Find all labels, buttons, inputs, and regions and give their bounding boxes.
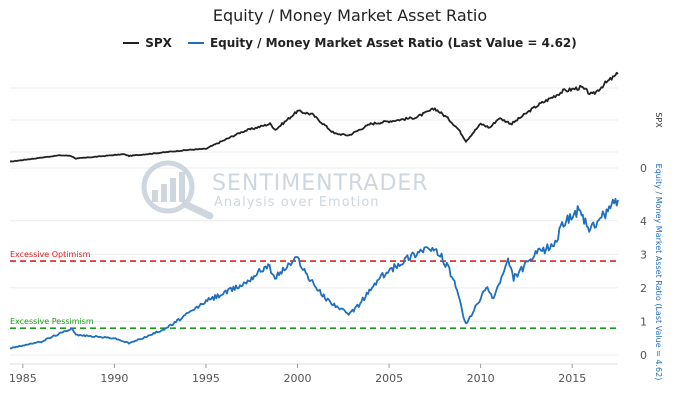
y-axis-title-lower: Equity / Money Market Asset Ratio (Last … <box>654 164 663 381</box>
x-tick-label: 1990 <box>100 372 128 385</box>
y-tick-label-lower: 0 <box>640 349 647 362</box>
grid <box>10 87 618 356</box>
x-tick-label: 2005 <box>375 372 403 385</box>
reference-label-0: Excessive Optimism <box>10 250 91 259</box>
series-lines <box>9 71 619 350</box>
reference-lines: Excessive Optimism Excessive Pessimism <box>10 250 618 329</box>
x-tick-label: 1995 <box>192 372 220 385</box>
chart-title: Equity / Money Market Asset Ratio <box>212 6 488 25</box>
y-tick-label-lower: 1 <box>640 315 647 328</box>
reference-label-1: Excessive Pessimism <box>10 317 94 326</box>
watermark-tagline: Analysis over Emotion <box>214 195 380 210</box>
x-axis: 1985 1990 1995 2000 2005 2010 2015 <box>9 363 618 385</box>
series-line-ratio <box>9 198 619 350</box>
x-tick-label: 2010 <box>467 372 495 385</box>
y-tick-label-upper: 0 <box>640 162 647 175</box>
legend[interactable]: SPX Equity / Money Market Asset Ratio (L… <box>0 36 700 50</box>
watermark-logo-icon <box>141 160 214 220</box>
legend-item-ratio[interactable]: Equity / Money Market Asset Ratio (Last … <box>187 36 577 50</box>
legend-item-spx[interactable]: SPX <box>123 36 172 50</box>
legend-swatch-ratio <box>187 42 204 44</box>
legend-swatch-spx <box>123 42 140 44</box>
x-tick-label: 1985 <box>9 372 37 385</box>
x-tick-label: 2000 <box>284 372 312 385</box>
series-line-spx <box>9 71 619 163</box>
y-tick-label-lower: 3 <box>640 248 647 261</box>
x-tick-label: 2015 <box>558 372 586 385</box>
watermark-name: SENTIMENTRADER <box>212 171 429 196</box>
watermark: SENTIMENTRADER Analysis over Emotion <box>141 160 429 220</box>
y-tick-label-lower: 4 <box>640 215 647 228</box>
y-axis: 0 SPX 0 1 2 3 4 Equity / Money Market Asset Rat… <box>640 112 663 380</box>
legend-label-spx: SPX <box>145 36 172 50</box>
y-axis-title-upper: SPX <box>654 112 663 128</box>
legend-label-ratio: Equity / Money Market Asset Ratio (Last … <box>209 36 577 50</box>
y-tick-label-lower: 2 <box>640 282 647 295</box>
